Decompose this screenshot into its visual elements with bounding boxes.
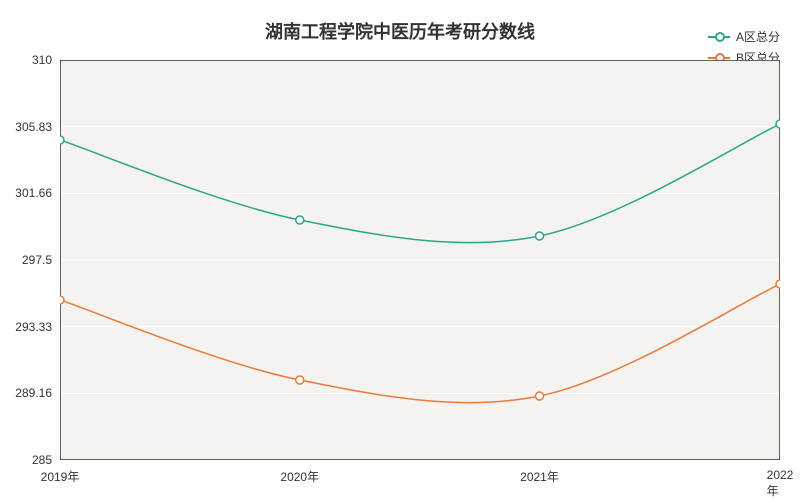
y-axis-label: 289.16 bbox=[15, 386, 52, 400]
plot-svg bbox=[60, 60, 780, 460]
legend-line-a bbox=[708, 36, 730, 38]
y-axis-label: 301.66 bbox=[15, 186, 52, 200]
x-axis-label: 2021年 bbox=[520, 468, 559, 485]
legend-label-a: A区总分 bbox=[736, 28, 780, 45]
x-axis-label: 2022年 bbox=[767, 468, 794, 499]
legend-line-b bbox=[708, 57, 730, 59]
data-marker bbox=[296, 216, 304, 224]
data-marker bbox=[776, 120, 780, 128]
y-axis-label: 305.83 bbox=[15, 120, 52, 134]
chart-title: 湖南工程学院中医历年考研分数线 bbox=[265, 18, 535, 44]
data-marker bbox=[536, 392, 544, 400]
plot-area: 285289.16293.33297.5301.66305.833102019年… bbox=[60, 60, 780, 460]
chart-container: 湖南工程学院中医历年考研分数线 A区总分 B区总分 285289.16293.3… bbox=[0, 0, 800, 500]
data-marker bbox=[60, 296, 64, 304]
data-marker bbox=[536, 232, 544, 240]
data-marker bbox=[60, 136, 64, 144]
data-marker bbox=[776, 280, 780, 288]
data-marker bbox=[296, 376, 304, 384]
y-axis-label: 285 bbox=[32, 453, 52, 467]
x-axis-label: 2019年 bbox=[41, 468, 80, 485]
y-axis-label: 293.33 bbox=[15, 320, 52, 334]
y-axis-label: 310 bbox=[32, 53, 52, 67]
legend-dot-a bbox=[715, 32, 725, 42]
y-axis-label: 297.5 bbox=[22, 253, 52, 267]
legend-item-a: A区总分 bbox=[708, 28, 780, 45]
x-axis-label: 2020年 bbox=[280, 468, 319, 485]
